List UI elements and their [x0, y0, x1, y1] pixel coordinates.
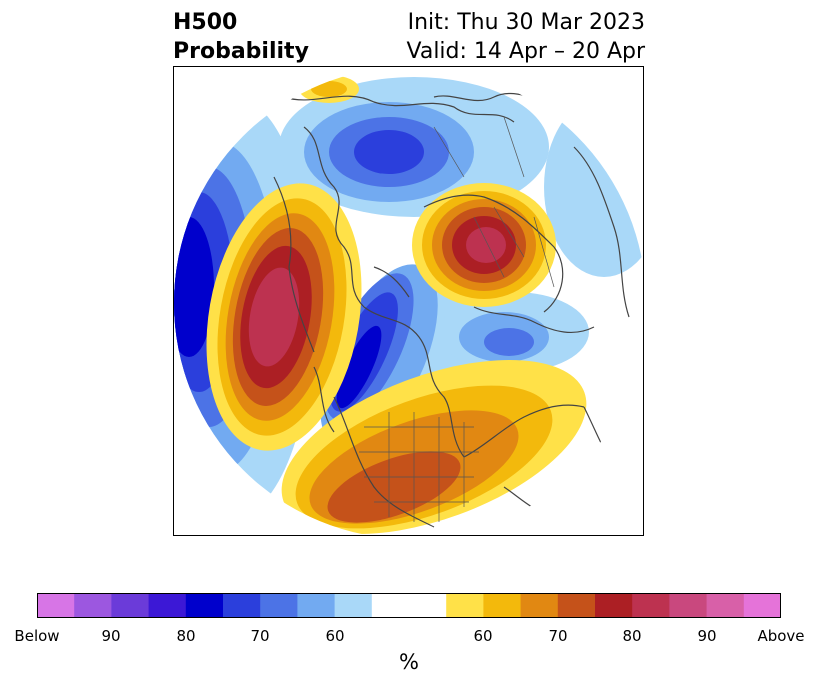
- colorbar-swatch: [111, 593, 150, 618]
- above-anomaly-north-pacific: [206, 183, 362, 451]
- below-anomaly-east: [439, 292, 589, 372]
- colorbar-tick: 90: [101, 627, 121, 645]
- contour-85: [466, 227, 506, 263]
- above-anomaly-arctic-strip: [299, 75, 359, 103]
- colorbar-tick: 80: [176, 627, 196, 645]
- colorbar-swatch: [297, 593, 336, 618]
- contour-85: [248, 267, 300, 367]
- colorbar-swatch: [37, 593, 75, 618]
- colorbar-tick: 60: [325, 627, 345, 645]
- colorbar-swatch: [74, 593, 112, 618]
- colorbar-swatch: [260, 593, 298, 618]
- state-borders: [359, 116, 555, 522]
- colorbar-tick: 90: [697, 627, 717, 645]
- above-anomaly-europe: [412, 183, 556, 307]
- colorbar-outline: [37, 593, 781, 618]
- colorbar-swatch: [148, 593, 187, 618]
- colorbar-tick: Above: [757, 627, 805, 645]
- title-variable: H500: [173, 10, 238, 35]
- colorbar: [37, 593, 782, 618]
- colorbar-swatch: [595, 593, 633, 618]
- contour-75: [484, 328, 534, 356]
- colorbar-swatch: [223, 593, 261, 618]
- colorbar-tick: Below: [14, 627, 60, 645]
- contour-75: [327, 451, 461, 523]
- map-dates: Init: Thu 30 Mar 2023 Valid: 14 Apr – 20…: [407, 8, 646, 66]
- colorbar-swatch: [185, 593, 224, 618]
- colorbar-swatch: [706, 593, 745, 618]
- contour-85: [336, 325, 382, 409]
- colorbar-swatch: [520, 593, 559, 618]
- map-svg: [174, 75, 643, 535]
- contour-80: [354, 130, 424, 174]
- colorbar-swatch: [669, 593, 708, 618]
- init-date: Init: Thu 30 Mar 2023: [407, 10, 645, 35]
- colorbar-swatch: [632, 593, 670, 618]
- colorbar-tick: 60: [473, 627, 493, 645]
- colorbar-swatch: [371, 593, 410, 618]
- colorbar-swatch: [743, 593, 782, 618]
- contour-60: [544, 97, 643, 277]
- valid-dates: Valid: 14 Apr – 20 Apr: [406, 39, 646, 64]
- contour-65: [311, 81, 347, 97]
- colorbar-tick: 70: [548, 627, 568, 645]
- probability-field: [174, 75, 643, 535]
- colorbar-swatch: [409, 593, 447, 618]
- colorbar-tick: 80: [622, 627, 642, 645]
- colorbar-swatch: [483, 593, 522, 618]
- colorbar-tick: 70: [250, 627, 270, 645]
- below-anomaly-arctic: [279, 77, 549, 217]
- colorbar-svg: [37, 593, 782, 618]
- colorbar-swatch: [446, 593, 484, 618]
- colorbar-unit: %: [399, 650, 419, 674]
- title-product: Probability: [173, 39, 309, 64]
- colorbar-swatch: [334, 593, 373, 618]
- polar-map: [173, 66, 644, 536]
- below-anomaly-northwest-strip: [544, 97, 643, 277]
- colorbar-swatch: [557, 593, 596, 618]
- map-title: H500 Probability: [173, 8, 309, 66]
